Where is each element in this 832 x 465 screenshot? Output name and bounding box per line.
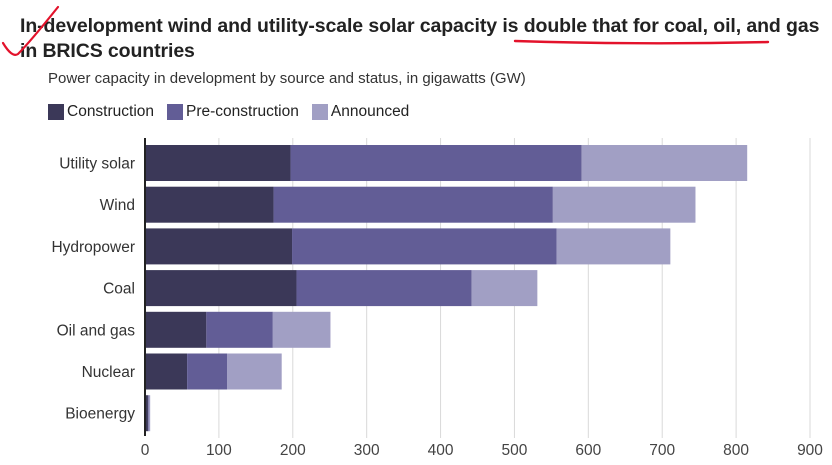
legend-swatch-pre-construction bbox=[167, 104, 184, 120]
x-tick-label-0: 0 bbox=[141, 442, 150, 459]
bar-bioenergy-construction bbox=[145, 395, 148, 432]
category-label-wind: Wind bbox=[100, 197, 135, 214]
x-tick-label-700: 700 bbox=[649, 442, 675, 459]
category-label-utility-solar: Utility solar bbox=[59, 156, 135, 173]
x-tick-label-200: 200 bbox=[280, 442, 306, 459]
x-tick-label-500: 500 bbox=[502, 442, 528, 459]
legend-item-announced: Announced bbox=[311, 103, 410, 121]
category-label-coal: Coal bbox=[103, 281, 135, 298]
legend-label-construction: Construction bbox=[67, 103, 155, 120]
bar-coal-construction bbox=[145, 270, 297, 307]
category-labels: Utility solar Wind Hydropower Coal Oil and g… bbox=[51, 156, 135, 423]
bar-wind-construction bbox=[145, 186, 274, 223]
category-label-hydropower: Hydropower bbox=[51, 239, 135, 256]
bar-utility-solar-construction bbox=[145, 145, 291, 181]
chart-subtitle: Power capacity in development by source … bbox=[48, 70, 526, 87]
bar-oil-and-gas-pre-construction bbox=[206, 311, 273, 348]
bar-nuclear-construction bbox=[145, 353, 188, 390]
x-tick-label-600: 600 bbox=[575, 442, 601, 459]
category-label-bioenergy: Bioenergy bbox=[65, 406, 135, 423]
legend-swatch-construction bbox=[48, 104, 64, 120]
x-tick-label-900: 900 bbox=[797, 442, 823, 459]
bar-nuclear-announced bbox=[227, 353, 282, 390]
bar-hydropower-construction bbox=[145, 228, 293, 265]
bar-oil-and-gas-construction bbox=[145, 311, 207, 348]
bar-wind-pre-construction bbox=[273, 186, 553, 223]
bar-oil-and-gas-announced bbox=[272, 311, 331, 348]
legend-label-announced: Announced bbox=[330, 103, 410, 120]
chart-title: In-development wind and utility-scale so… bbox=[20, 15, 820, 62]
bar-bioenergy-announced bbox=[148, 395, 151, 432]
x-tick-label-400: 400 bbox=[428, 442, 454, 459]
bar-utility-solar-announced bbox=[581, 145, 748, 181]
legend-label-pre-construction: Pre-construction bbox=[186, 103, 299, 120]
legend-item-construction: Construction bbox=[48, 103, 154, 121]
bar-hydropower-pre-construction bbox=[292, 228, 557, 265]
bar-coal-announced bbox=[471, 270, 538, 307]
legend-swatch-announced bbox=[311, 104, 328, 120]
x-tick-label-100: 100 bbox=[206, 442, 232, 459]
x-tick-label-800: 800 bbox=[723, 442, 749, 459]
bar-hydropower-announced bbox=[556, 228, 671, 265]
category-label-nuclear: Nuclear bbox=[82, 364, 135, 381]
bar-utility-solar-pre-construction bbox=[290, 145, 582, 181]
bar-bioenergy-pre-construction bbox=[147, 395, 149, 432]
x-tick-label-300: 300 bbox=[354, 442, 380, 459]
bar-coal-pre-construction bbox=[296, 270, 472, 307]
x-tick-labels: 0 100 200 300 400 500 600 700 800 900 bbox=[141, 442, 824, 459]
legend-item-pre-construction: Pre-construction bbox=[167, 103, 299, 121]
bars bbox=[145, 145, 748, 432]
category-label-oil-and-gas: Oil and gas bbox=[57, 322, 136, 339]
legend: Construction Pre-construction Announced bbox=[48, 103, 422, 121]
bar-nuclear-pre-construction bbox=[187, 353, 228, 390]
bar-wind-announced bbox=[552, 186, 696, 223]
